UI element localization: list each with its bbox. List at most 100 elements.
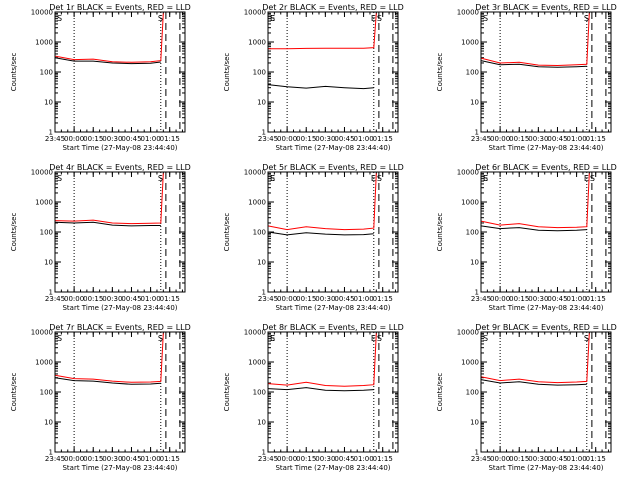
y-axis-label: Counts/sec: [10, 213, 18, 252]
y-tick-label: 1: [262, 449, 266, 457]
x-tick-label: 00:45: [334, 455, 354, 463]
start-marker-label: S: [270, 334, 275, 343]
y-tick-label: 10: [470, 259, 479, 267]
start-marker-label: S: [483, 334, 488, 343]
start-marker-label: E: [270, 334, 275, 343]
chart-panel-2: Det 2r BLACK = Events, RED = LLD 1 10 100 10…: [223, 3, 404, 152]
chart-title: Det 8r BLACK = Events, RED = LLD: [262, 323, 404, 332]
y-tick-label: 1000: [248, 199, 266, 207]
x-tick-label: 00:00: [64, 295, 84, 303]
y-tick-label: 10000: [31, 329, 53, 337]
x-axis-label: Start Time (27-May-08 23:44:40): [275, 304, 390, 312]
chart-title: Det 1r BLACK = Events, RED = LLD: [49, 3, 191, 12]
x-tick-label: 00:45: [547, 295, 567, 303]
start-marker-label: S: [270, 174, 275, 183]
y-tick-label: 10000: [31, 9, 53, 17]
lld-series-line: [267, 333, 377, 387]
end-marker-label: E: [371, 174, 376, 183]
plot-frame: [267, 11, 399, 133]
x-tick-label: 01:00: [566, 135, 586, 143]
x-tick-label: 00:15: [83, 135, 103, 143]
y-tick-label: 100: [253, 69, 266, 77]
y-tick-label: 1000: [248, 39, 266, 47]
y-tick-label: 1000: [35, 199, 53, 207]
y-tick-label: 1: [262, 289, 266, 297]
x-axis-label: Start Time (27-May-08 23:44:40): [62, 304, 177, 312]
plot-frame: [480, 171, 612, 293]
chart-panel-6: Det 6r BLACK = Events, RED = LLD 1 10 100 10…: [436, 163, 617, 312]
y-tick-label: 10000: [31, 169, 53, 177]
y-axis-label: Counts/sec: [223, 213, 231, 252]
end-marker-label: S: [158, 14, 163, 23]
y-axis-label: Counts/sec: [223, 373, 231, 412]
plot-frame: [267, 331, 399, 453]
events-series-line: [267, 231, 374, 236]
y-tick-label: 1000: [461, 39, 479, 47]
start-marker-label: E: [270, 14, 275, 23]
chart-title: Det 5r BLACK = Events, RED = LLD: [262, 163, 404, 172]
x-tick-label: 00:15: [83, 295, 103, 303]
x-tick-label: 00:30: [528, 455, 548, 463]
y-tick-label: 10000: [244, 329, 266, 337]
events-series-line: [480, 60, 587, 68]
x-axis-label: Start Time (27-May-08 23:44:40): [488, 304, 603, 312]
chart-panel-8: Det 8r BLACK = Events, RED = LLD 1 10 100 10…: [223, 323, 404, 472]
events-series-line: [54, 221, 161, 227]
x-tick-label: 00:30: [315, 455, 335, 463]
chart-title: Det 9r BLACK = Events, RED = LLD: [475, 323, 617, 332]
x-tick-label: 01:15: [586, 135, 606, 143]
y-tick-label: 10: [257, 419, 266, 427]
y-tick-label: 1: [49, 449, 53, 457]
y-tick-label: 10: [470, 419, 479, 427]
x-tick-label: 00:30: [528, 135, 548, 143]
x-axis-label: Start Time (27-May-08 23:44:40): [275, 464, 390, 472]
y-tick-label: 1000: [461, 199, 479, 207]
y-tick-label: 10000: [457, 169, 479, 177]
x-tick-label: 01:15: [373, 455, 393, 463]
end-marker-label: S: [377, 174, 382, 183]
x-tick-label: 01:00: [353, 455, 373, 463]
chart-title: Det 2r BLACK = Events, RED = LLD: [262, 3, 404, 12]
x-tick-label: 01:15: [160, 455, 180, 463]
y-tick-label: 1000: [35, 39, 53, 47]
x-tick-label: 01:00: [353, 295, 373, 303]
events-series-line: [54, 377, 161, 385]
y-axis-label: Counts/sec: [10, 373, 18, 412]
end-marker-label: S: [158, 334, 163, 343]
start-marker-label: S: [270, 14, 275, 23]
end-marker-label: S: [158, 174, 163, 183]
x-tick-label: 01:00: [140, 295, 160, 303]
plot-frame: [54, 331, 186, 453]
y-tick-label: 100: [40, 229, 53, 237]
lld-series-line: [54, 13, 164, 63]
y-axis-label: Counts/sec: [436, 373, 444, 412]
x-tick-label: 00:00: [490, 455, 510, 463]
x-tick-label: 23:45: [471, 455, 491, 463]
y-tick-label: 10000: [457, 329, 479, 337]
x-tick-label: 01:15: [373, 135, 393, 143]
end-marker-label: S: [377, 14, 382, 23]
chart-panel-1: Det 1r BLACK = Events, RED = LLD 1 10 100 10…: [10, 3, 191, 152]
x-tick-label: 00:45: [334, 135, 354, 143]
x-axis-label: Start Time (27-May-08 23:44:40): [275, 144, 390, 152]
end-marker-label: S: [584, 14, 589, 23]
y-tick-label: 10: [257, 259, 266, 267]
chart-title: Det 3r BLACK = Events, RED = LLD: [475, 3, 617, 12]
start-marker-label: S: [483, 174, 488, 183]
x-tick-label: 00:30: [528, 295, 548, 303]
y-tick-label: 10000: [457, 9, 479, 17]
events-series-line: [267, 84, 374, 90]
y-tick-label: 1: [475, 289, 479, 297]
end-marker-label: E: [371, 14, 376, 23]
events-series-line: [480, 225, 587, 232]
y-tick-label: 10: [44, 259, 53, 267]
y-tick-label: 100: [466, 389, 479, 397]
x-tick-label: 00:45: [121, 135, 141, 143]
plot-frame: [54, 11, 186, 133]
lld-series-line: [480, 13, 590, 67]
start-marker-label: S: [57, 174, 62, 183]
x-tick-label: 00:00: [490, 135, 510, 143]
y-tick-label: 10: [257, 99, 266, 107]
y-tick-label: 10: [470, 99, 479, 107]
x-tick-label: 23:45: [471, 295, 491, 303]
